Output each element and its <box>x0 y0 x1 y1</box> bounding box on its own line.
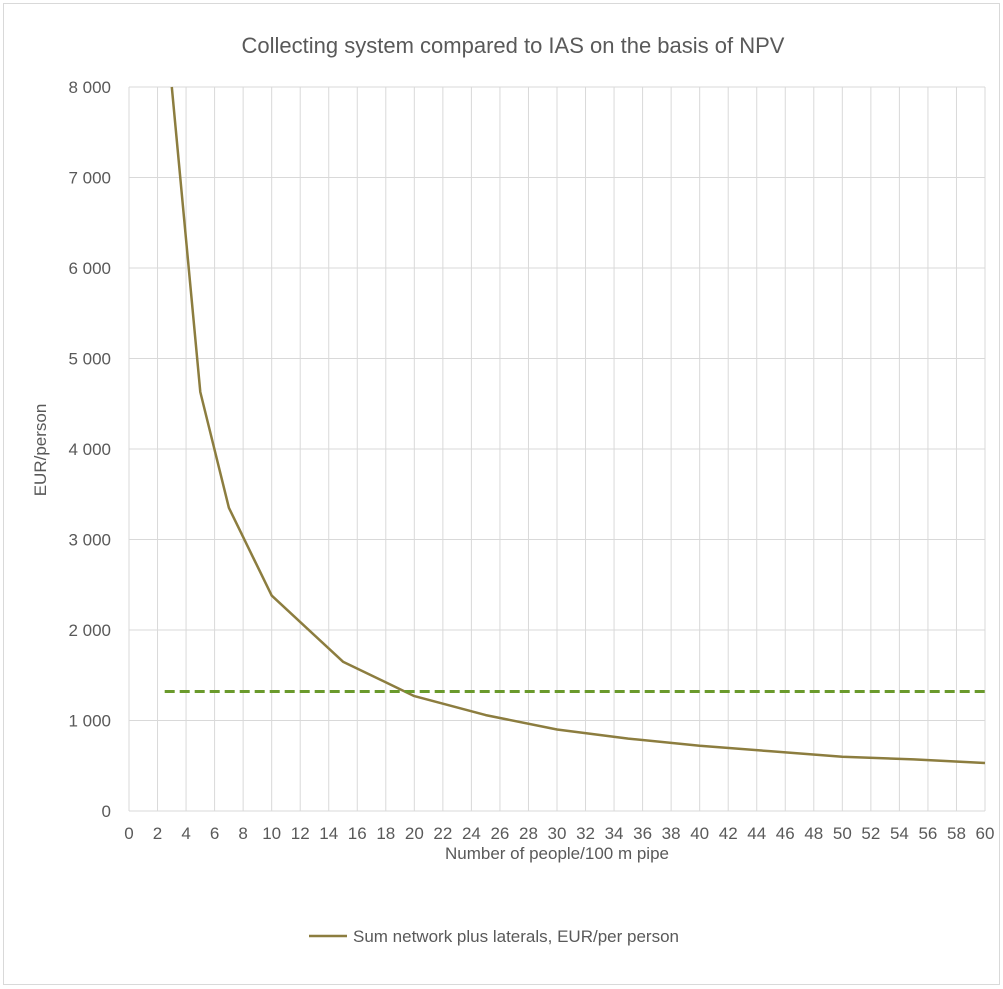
x-tick-label: 34 <box>605 824 624 843</box>
x-tick-label: 42 <box>719 824 738 843</box>
y-axis-label: EUR/person <box>31 404 50 497</box>
y-tick-label: 5 000 <box>68 350 111 369</box>
y-tick-label: 2 000 <box>68 621 111 640</box>
x-tick-label: 24 <box>462 824 481 843</box>
y-tick-label: 3 000 <box>68 531 111 550</box>
x-tick-label: 4 <box>181 824 190 843</box>
y-tick-label: 6 000 <box>68 259 111 278</box>
grid <box>129 87 985 811</box>
y-tick-labels: 0 1 000 2 000 3 000 4 000 5 000 6 000 7 000 8 00… <box>68 78 111 821</box>
x-tick-labels: 0 2 4 6 8 10 12 14 16 18 20 22 24 26 28 30 32 34 36 38 40 42 4… <box>124 824 994 843</box>
x-tick-label: 56 <box>918 824 937 843</box>
x-tick-label: 36 <box>633 824 652 843</box>
x-tick-label: 0 <box>124 824 133 843</box>
x-tick-label: 44 <box>747 824 766 843</box>
x-tick-label: 46 <box>776 824 795 843</box>
y-tick-label: 0 <box>102 802 111 821</box>
y-tick-label: 7 000 <box>68 169 111 188</box>
x-tick-label: 16 <box>348 824 367 843</box>
x-tick-label: 28 <box>519 824 538 843</box>
x-tick-label: 58 <box>947 824 966 843</box>
x-tick-label: 12 <box>291 824 310 843</box>
x-tick-label: 54 <box>890 824 909 843</box>
x-tick-label: 40 <box>690 824 709 843</box>
x-tick-label: 60 <box>976 824 995 843</box>
x-tick-label: 26 <box>490 824 509 843</box>
x-tick-label: 38 <box>662 824 681 843</box>
x-tick-label: 10 <box>262 824 281 843</box>
series-lines <box>165 87 985 763</box>
x-tick-label: 20 <box>405 824 424 843</box>
legend: Sum network plus laterals, EUR/per perso… <box>309 927 679 946</box>
chart-title: Collecting system compared to IAS on the… <box>242 33 785 58</box>
y-tick-label: 1 000 <box>68 712 111 731</box>
x-tick-label: 52 <box>861 824 880 843</box>
y-tick-label: 4 000 <box>68 440 111 459</box>
x-tick-label: 8 <box>238 824 247 843</box>
x-tick-label: 22 <box>433 824 452 843</box>
x-tick-label: 14 <box>319 824 338 843</box>
y-tick-label: 8 000 <box>68 78 111 97</box>
x-tick-label: 2 <box>153 824 162 843</box>
x-tick-label: 48 <box>804 824 823 843</box>
x-tick-label: 6 <box>210 824 219 843</box>
legend-label: Sum network plus laterals, EUR/per perso… <box>353 927 679 946</box>
series-line-sum-network <box>172 87 985 763</box>
x-axis-label: Number of people/100 m pipe <box>445 844 669 863</box>
x-tick-label: 30 <box>548 824 567 843</box>
x-tick-label: 32 <box>576 824 595 843</box>
x-tick-label: 18 <box>376 824 395 843</box>
x-tick-label: 50 <box>833 824 852 843</box>
